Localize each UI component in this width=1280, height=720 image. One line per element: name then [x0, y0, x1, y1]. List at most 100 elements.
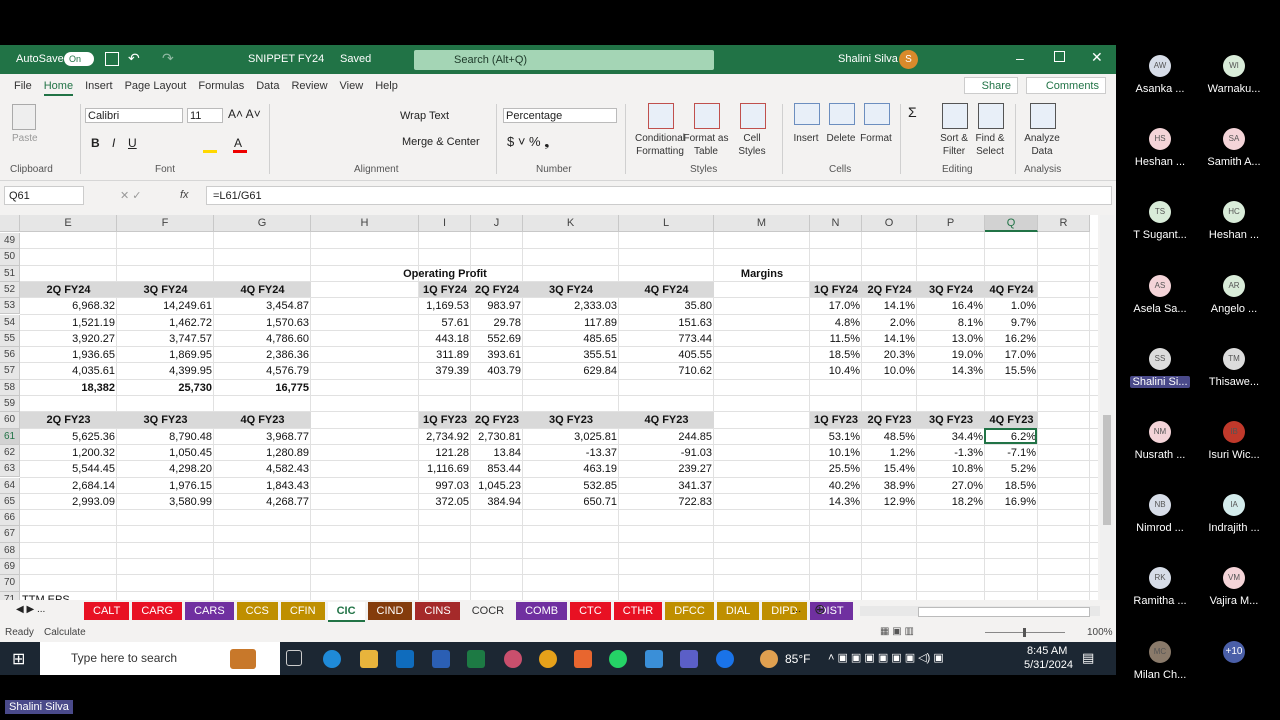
- fx-button[interactable]: fx: [180, 189, 189, 201]
- restore[interactable]: [1054, 51, 1065, 62]
- cell[interactable]: 18.2%: [951, 495, 983, 508]
- cell[interactable]: 1,570.63: [266, 316, 309, 329]
- cell[interactable]: 384.94: [487, 495, 521, 508]
- styles-button-label[interactable]: Formatting: [636, 146, 684, 157]
- cell[interactable]: 2,730.81: [478, 430, 521, 443]
- sheet-tab[interactable]: COMB: [516, 602, 568, 620]
- formula-cancel[interactable]: ✕ ✓: [120, 190, 142, 202]
- participant-avatar[interactable]: MC: [1149, 640, 1171, 663]
- number-format[interactable]: Percentage: [503, 108, 617, 123]
- cell[interactable]: 10.4%: [828, 365, 860, 378]
- cell[interactable]: 1,462.72: [169, 316, 212, 329]
- cell[interactable]: 629.84: [583, 365, 617, 378]
- cell[interactable]: 14.3%: [951, 365, 983, 378]
- cell[interactable]: 5,544.45: [72, 463, 115, 476]
- cell[interactable]: 18,382: [81, 381, 115, 394]
- cell[interactable]: 8,790.48: [169, 430, 212, 443]
- word-icon[interactable]: [432, 650, 450, 668]
- pdf-icon[interactable]: [574, 650, 592, 668]
- cell[interactable]: 17.0%: [1004, 349, 1036, 362]
- row-header[interactable]: 50: [0, 249, 20, 266]
- sheet-tab[interactable]: DIPD: [762, 602, 807, 620]
- view-buttons[interactable]: ▦ ▣ ▥: [880, 626, 914, 637]
- participant-name[interactable]: Nusrath ...: [1134, 449, 1186, 461]
- cell[interactable]: 3,454.87: [266, 300, 309, 313]
- cell[interactable]: 650.71: [583, 495, 617, 508]
- cell[interactable]: 2Q FY24: [46, 283, 91, 296]
- cell[interactable]: 19.0%: [951, 349, 983, 362]
- cell[interactable]: 53.1%: [828, 430, 860, 443]
- selected-cell[interactable]: [984, 427, 1037, 444]
- menu-tab[interactable]: Data: [256, 80, 280, 92]
- column-header[interactable]: K: [523, 215, 619, 232]
- user-avatar[interactable]: S: [899, 50, 918, 69]
- excel-icon[interactable]: [467, 650, 485, 668]
- cell[interactable]: 463.19: [583, 463, 617, 476]
- column-header[interactable]: H: [311, 215, 419, 232]
- cell[interactable]: 1,045.23: [478, 479, 521, 492]
- cell[interactable]: 443.18: [435, 332, 469, 345]
- cell[interactable]: 2Q FY24: [867, 283, 912, 296]
- participant-avatar[interactable]: NB: [1149, 494, 1171, 517]
- analyze-data-label[interactable]: Data: [1031, 146, 1053, 157]
- row-header[interactable]: 60: [0, 412, 20, 429]
- column-header[interactable]: O: [862, 215, 917, 232]
- participant-avatar[interactable]: IA: [1223, 494, 1245, 517]
- menu-tab[interactable]: File: [14, 80, 32, 92]
- whatsapp-icon[interactable]: [609, 650, 627, 668]
- cell[interactable]: 532.85: [583, 479, 617, 492]
- cell[interactable]: 4,268.77: [266, 495, 309, 508]
- row-header[interactable]: 55: [0, 330, 20, 348]
- row-header[interactable]: 67: [0, 526, 20, 543]
- share-button[interactable]: Share: [964, 77, 1018, 94]
- column-header[interactable]: N: [810, 215, 862, 232]
- cell[interactable]: 16,775: [275, 381, 309, 394]
- cell[interactable]: 12.9%: [883, 495, 915, 508]
- cells-icon[interactable]: [864, 103, 890, 125]
- participant-avatar[interactable]: HS: [1149, 128, 1171, 151]
- start-button[interactable]: ⊞: [12, 651, 26, 668]
- cell[interactable]: 2,386.36: [266, 349, 309, 362]
- font-grow[interactable]: A˄ A˅: [228, 107, 261, 121]
- cell[interactable]: 4Q FY24: [240, 283, 285, 296]
- cell[interactable]: 27.0%: [951, 479, 983, 492]
- participant-name[interactable]: Ramitha ...: [1133, 595, 1187, 608]
- column-header[interactable]: M: [714, 215, 810, 232]
- row-header[interactable]: 57: [0, 363, 20, 380]
- chrome-icon[interactable]: [539, 650, 557, 668]
- styles-button-icon[interactable]: [694, 103, 720, 129]
- cell[interactable]: 1Q FY23: [422, 414, 468, 427]
- participant-avatar[interactable]: SA: [1223, 128, 1245, 151]
- styles-button-label[interactable]: Cell: [743, 133, 761, 144]
- cell[interactable]: 2Q FY23: [46, 414, 91, 427]
- cell[interactable]: 2,734.92: [426, 430, 469, 443]
- participant-name[interactable]: Indrajith ...: [1208, 522, 1260, 535]
- participant-avatar[interactable]: RK: [1149, 567, 1171, 590]
- cell[interactable]: 1,843.43: [266, 479, 309, 492]
- sheet-tab[interactable]: CINS: [415, 602, 460, 620]
- cell[interactable]: 4Q FY23: [989, 414, 1034, 427]
- cell[interactable]: 57.61: [441, 316, 469, 329]
- participant-name[interactable]: T Sugant...: [1133, 229, 1187, 242]
- app-icon[interactable]: [504, 650, 522, 668]
- column-header[interactable]: J: [471, 215, 523, 232]
- cell[interactable]: 4,582.43: [266, 463, 309, 476]
- analyze-data-label[interactable]: Analyze: [1024, 133, 1060, 144]
- minimize[interactable]: –: [1016, 50, 1024, 66]
- cell[interactable]: 9.7%: [1010, 316, 1036, 329]
- cell[interactable]: 5,625.36: [72, 430, 115, 443]
- sheet-tab[interactable]: CIND: [367, 602, 413, 620]
- tray-icons[interactable]: ˄ ▣ ▣ ▣ ▣ ▣ ▣ ◁) ▣: [828, 652, 944, 664]
- cell[interactable]: 3Q FY24: [548, 283, 594, 296]
- participant-avatar[interactable]: AR: [1223, 274, 1245, 297]
- row-header[interactable]: 56: [0, 347, 20, 364]
- cell[interactable]: 1,521.19: [72, 316, 115, 329]
- participant-avatar[interactable]: VM: [1223, 567, 1245, 590]
- sheet-tab[interactable]: CTC: [570, 602, 611, 620]
- close[interactable]: ✕: [1091, 49, 1103, 65]
- cell[interactable]: 20.3%: [883, 349, 915, 362]
- participant-name[interactable]: Angelo ...: [1210, 302, 1258, 315]
- sheet-tab[interactable]: CALT: [84, 602, 130, 620]
- cell[interactable]: -13.37: [585, 446, 617, 459]
- participant-avatar[interactable]: NM: [1149, 421, 1171, 443]
